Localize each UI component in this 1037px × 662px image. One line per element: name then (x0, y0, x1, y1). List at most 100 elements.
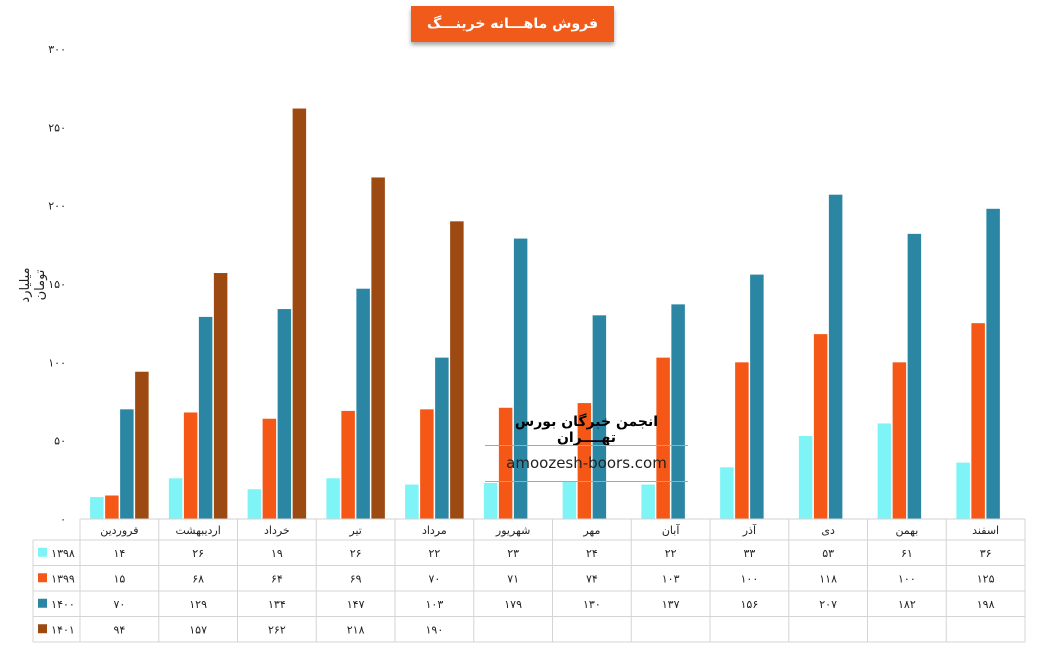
watermark-divider-top (485, 445, 688, 446)
data-label: ۱۹۰ (426, 623, 444, 636)
bar (513, 238, 528, 520)
data-label: ۳۳ (743, 547, 755, 560)
data-label: ۱۵۶ (741, 598, 759, 611)
x-tick-label: دی (821, 524, 835, 537)
bar (168, 478, 183, 519)
x-tick-label: مهر (582, 524, 600, 537)
legend-swatch (38, 547, 47, 557)
data-label: ۱۹ (271, 547, 283, 560)
legend-entry: ۱۳۹۸ (51, 547, 75, 560)
bar (405, 484, 419, 519)
data-label: ۱۲۹ (189, 598, 207, 611)
data-label: ۱۴ (113, 547, 125, 560)
bar (90, 497, 104, 519)
data-label: ۶۱ (901, 547, 913, 560)
bar (656, 357, 670, 519)
data-label: ۱۳۰ (583, 598, 601, 611)
x-tick-label: اردیبهشت (175, 524, 220, 537)
bar (813, 334, 828, 519)
data-label: ۱۰۰ (741, 572, 759, 585)
bar (562, 481, 577, 519)
bar (986, 208, 1000, 520)
data-label: ۱۷۹ (504, 598, 522, 611)
bar (198, 316, 213, 519)
legend-swatch (38, 573, 47, 583)
legend-entry: ۱۴۰۱ (51, 623, 75, 636)
bar (213, 273, 228, 519)
watermark-url: amoozesh-boors.com (506, 454, 667, 472)
x-tick-label: شهریور (495, 524, 530, 537)
bar (262, 418, 277, 519)
data-label: ۶۸ (192, 572, 204, 585)
data-label: ۲۶ (192, 547, 204, 560)
watermark-title: انجمن خبرگان بورس تهــــران (514, 414, 659, 446)
data-label: ۷۰ (113, 598, 125, 611)
y-tick-label: ۰ (60, 513, 66, 526)
legend-swatch (38, 624, 47, 634)
data-label: ۱۸۲ (898, 598, 916, 611)
y-tick-label: ۳۰۰ (48, 43, 66, 56)
bar (877, 423, 892, 519)
x-tick-label: بهمن (895, 524, 918, 537)
x-tick-label: آذر (742, 523, 757, 537)
y-tick-label: ۵۰ (54, 435, 66, 448)
bar (292, 108, 307, 520)
data-label: ۱۰۳ (662, 572, 680, 585)
data-label: ۶۴ (271, 572, 283, 585)
bar (671, 304, 685, 519)
data-label: ۲۴ (586, 547, 598, 560)
y-tick-label: ۱۵۰ (48, 278, 66, 291)
bar (450, 221, 464, 520)
bar (892, 362, 907, 519)
bar (498, 407, 513, 519)
legend-entry: ۱۳۹۹ (51, 572, 75, 585)
bar (183, 412, 198, 519)
data-label: ۲۲ (428, 547, 440, 560)
bar (956, 462, 970, 519)
data-label: ۲۳ (507, 547, 519, 560)
x-tick-label: اسفند (972, 524, 999, 537)
data-label: ۶۹ (350, 572, 362, 585)
bar (356, 288, 370, 519)
data-label: ۲۶ (350, 547, 362, 560)
bar (120, 409, 134, 519)
data-label: ۷۱ (507, 572, 519, 585)
bar (247, 489, 262, 519)
bar (577, 403, 592, 519)
data-label: ۲۱۸ (347, 623, 365, 636)
bar (135, 371, 149, 519)
bar (641, 484, 655, 519)
data-label: ۲۰۷ (819, 598, 837, 611)
bar (592, 315, 607, 519)
legend-swatch (38, 598, 47, 608)
bar (435, 357, 449, 519)
x-tick-label: مرداد (422, 524, 447, 537)
data-label: ۱۱۸ (819, 572, 837, 585)
bar (341, 410, 355, 519)
data-label: ۱۴۷ (347, 598, 365, 611)
x-tick-label: آبان (662, 523, 680, 537)
bar (326, 478, 340, 519)
data-label: ۱۳۷ (662, 598, 680, 611)
bar (720, 467, 734, 519)
x-tick-label: فروردین (100, 524, 138, 537)
bar (420, 409, 434, 519)
data-label: ۵۳ (822, 547, 834, 560)
bar (105, 495, 119, 519)
bar (798, 435, 813, 519)
data-label: ۱۵۷ (189, 623, 207, 636)
bar (277, 309, 292, 519)
data-label: ۱۳۴ (268, 598, 286, 611)
legend-entry: ۱۴۰۰ (51, 598, 75, 611)
data-label: ۱۹۸ (977, 598, 995, 611)
data-label: ۱۰۳ (426, 598, 444, 611)
watermark-divider-bottom (485, 481, 688, 482)
bar (907, 233, 922, 519)
data-label: ۳۶ (980, 547, 992, 560)
bar (750, 274, 764, 519)
bar (828, 194, 843, 519)
bar (371, 177, 385, 519)
data-label: ۷۰ (428, 572, 440, 585)
data-label: ۱۵ (113, 572, 125, 585)
